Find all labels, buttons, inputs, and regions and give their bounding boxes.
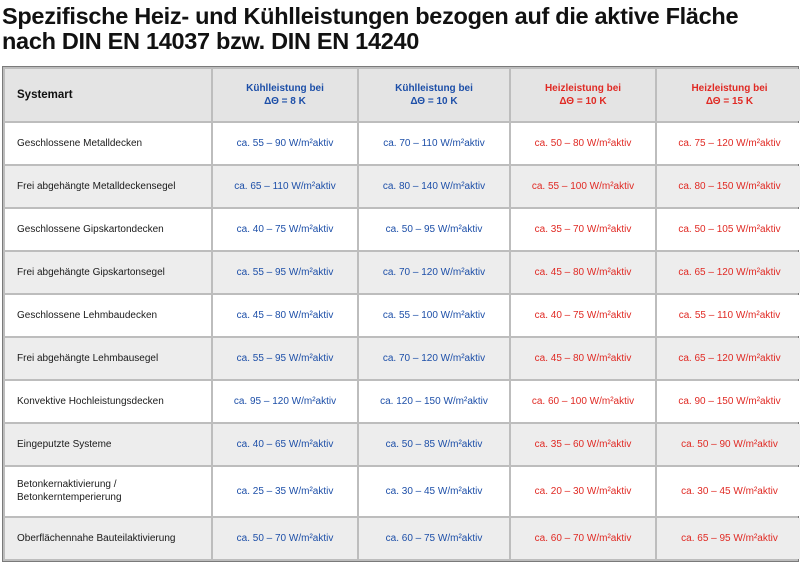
performance-table-container: Systemart Kühlleistung bei ΔΘ = 8 K Kühl… (2, 66, 800, 562)
table-row: Frei abgehängte Metalldeckensegel ca. 65… (5, 165, 800, 207)
heating-10k-cell: ca. 55 – 100 W/m²aktiv (511, 165, 655, 207)
heating-10k-cell: ca. 50 – 80 W/m²aktiv (511, 123, 655, 164)
cooling-8k-cell: ca. 65 – 110 W/m²aktiv (213, 165, 357, 207)
cooling-10k-cell: ca. 70 – 120 W/m²aktiv (359, 251, 509, 293)
row-label-line2: Betonkerntemperierung (17, 492, 122, 504)
cooling-8k-cell: ca. 55 – 95 W/m²aktiv (213, 337, 357, 379)
title-line-2: nach DIN EN 14037 bzw. DIN EN 14240 (2, 28, 420, 54)
cooling-10k-cell: ca. 120 – 150 W/m²aktiv (359, 380, 509, 422)
table-row: Konvektive Hochleistungsdecken ca. 95 – … (5, 380, 800, 422)
row-label: Geschlossene Metalldecken (5, 123, 211, 164)
cooling-10k-cell: ca. 30 – 45 W/m²aktiv (359, 466, 509, 516)
header-cooling-10k-line2: ΔΘ = 10 K (410, 96, 458, 107)
header-systemart: Systemart (5, 69, 211, 121)
heating-15k-cell: ca. 90 – 150 W/m²aktiv (657, 380, 800, 422)
heating-15k-cell: ca. 75 – 120 W/m²aktiv (657, 123, 800, 164)
row-label: Frei abgehängte Lehmbausegel (5, 337, 211, 379)
header-heating-15k-line2: ΔΘ = 15 K (705, 96, 754, 107)
heating-10k-cell: ca. 40 – 75 W/m²aktiv (511, 294, 655, 336)
cooling-10k-cell: ca. 55 – 100 W/m²aktiv (359, 294, 509, 336)
table-row: Geschlossene Lehmbaudecken ca. 45 – 80 W… (5, 294, 800, 336)
title-line-1: Spezifische Heiz- und Kühlleistungen bez… (2, 3, 739, 29)
heating-15k-cell: ca. 65 – 120 W/m²aktiv (657, 337, 800, 379)
table-row: Geschlossene Gipskartondecken ca. 40 – 7… (5, 208, 800, 250)
row-label: Eingeputzte Systeme (5, 423, 211, 465)
cooling-10k-cell: ca. 60 – 75 W/m²aktiv (359, 517, 509, 559)
heating-15k-cell: ca. 55 – 110 W/m²aktiv (657, 294, 800, 336)
header-cooling-8k-line1: Kühlleistung bei (246, 83, 324, 94)
heating-10k-cell: ca. 45 – 80 W/m²aktiv (511, 337, 655, 379)
heating-10k-cell: ca. 35 – 60 W/m²aktiv (511, 423, 655, 465)
table-row: Eingeputzte Systeme ca. 40 – 65 W/m²akti… (5, 423, 800, 465)
row-label: Frei abgehängte Metalldeckensegel (5, 165, 211, 207)
heating-15k-cell: ca. 50 – 105 W/m²aktiv (657, 208, 800, 250)
cooling-10k-cell: ca. 80 – 140 W/m²aktiv (359, 165, 509, 207)
row-label: Oberflächennahe Bauteilaktivierung (5, 517, 211, 559)
cooling-8k-cell: ca. 40 – 65 W/m²aktiv (213, 423, 357, 465)
heating-10k-cell: ca. 20 – 30 W/m²aktiv (511, 466, 655, 516)
header-cooling-10k-line1: Kühlleistung bei (395, 83, 473, 94)
row-label: Geschlossene Gipskartondecken (5, 208, 211, 250)
cooling-8k-cell: ca. 55 – 90 W/m²aktiv (213, 123, 357, 164)
row-label: Betonkernaktivierung / Betonkerntemperie… (5, 466, 211, 516)
header-cooling-10k: Kühlleistung bei ΔΘ = 10 K (359, 69, 509, 121)
heating-10k-cell: ca. 45 – 80 W/m²aktiv (511, 251, 655, 293)
heating-15k-cell: ca. 65 – 95 W/m²aktiv (657, 517, 800, 559)
header-heating-10k-line1: Heizleistung bei (544, 83, 622, 94)
heating-10k-cell: ca. 60 – 100 W/m²aktiv (511, 380, 655, 422)
cooling-8k-cell: ca. 50 – 70 W/m²aktiv (213, 517, 357, 559)
performance-table: Systemart Kühlleistung bei ΔΘ = 8 K Kühl… (3, 67, 800, 561)
cooling-8k-cell: ca. 45 – 80 W/m²aktiv (213, 294, 357, 336)
header-cooling-8k: Kühlleistung bei ΔΘ = 8 K (213, 69, 357, 121)
cooling-10k-cell: ca. 70 – 110 W/m²aktiv (359, 123, 509, 164)
table-row: Frei abgehängte Lehmbausegel ca. 55 – 95… (5, 337, 800, 379)
heating-10k-cell: ca. 60 – 70 W/m²aktiv (511, 517, 655, 559)
heating-15k-cell: ca. 50 – 90 W/m²aktiv (657, 423, 800, 465)
heating-15k-cell: ca. 65 – 120 W/m²aktiv (657, 251, 800, 293)
page-title: Spezifische Heiz- und Kühlleistungen bez… (2, 4, 798, 54)
cooling-8k-cell: ca. 25 – 35 W/m²aktiv (213, 466, 357, 516)
cooling-8k-cell: ca. 40 – 75 W/m²aktiv (213, 208, 357, 250)
heating-10k-cell: ca. 35 – 70 W/m²aktiv (511, 208, 655, 250)
table-row: Oberflächennahe Bauteilaktivierung ca. 5… (5, 517, 800, 559)
table-row: Betonkernaktivierung / Betonkerntemperie… (5, 466, 800, 516)
cooling-10k-cell: ca. 50 – 95 W/m²aktiv (359, 208, 509, 250)
table-header-row: Systemart Kühlleistung bei ΔΘ = 8 K Kühl… (5, 69, 800, 121)
table-row: Frei abgehängte Gipskartonsegel ca. 55 –… (5, 251, 800, 293)
cooling-8k-cell: ca. 95 – 120 W/m²aktiv (213, 380, 357, 422)
header-heating-15k-line1: Heizleistung bei (691, 83, 768, 94)
row-label: Geschlossene Lehmbaudecken (5, 294, 211, 336)
cooling-10k-cell: ca. 50 – 85 W/m²aktiv (359, 423, 509, 465)
table-row: Geschlossene Metalldecken ca. 55 – 90 W/… (5, 123, 800, 164)
heating-15k-cell: ca. 80 – 150 W/m²aktiv (657, 165, 800, 207)
header-heating-10k: Heizleistung bei ΔΘ = 10 K (511, 69, 655, 121)
cooling-8k-cell: ca. 55 – 95 W/m²aktiv (213, 251, 357, 293)
cooling-10k-cell: ca. 70 – 120 W/m²aktiv (359, 337, 509, 379)
heating-15k-cell: ca. 30 – 45 W/m²aktiv (657, 466, 800, 516)
row-label-line1: Betonkernaktivierung / (17, 479, 117, 491)
row-label: Konvektive Hochleistungsdecken (5, 380, 211, 422)
header-heating-15k: Heizleistung bei ΔΘ = 15 K (657, 69, 800, 121)
header-cooling-8k-line2: ΔΘ = 8 K (264, 96, 306, 107)
header-heating-10k-line2: ΔΘ = 10 K (559, 96, 607, 107)
row-label: Frei abgehängte Gipskartonsegel (5, 251, 211, 293)
